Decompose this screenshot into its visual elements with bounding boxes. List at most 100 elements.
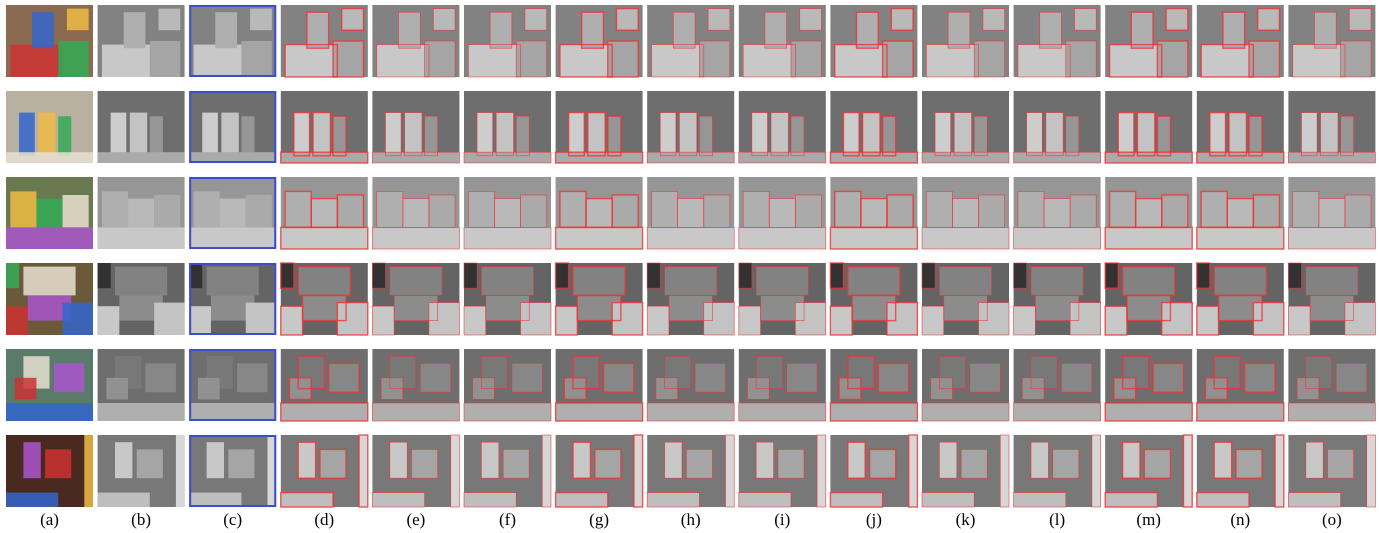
- depth-object: [1092, 435, 1101, 507]
- depth-object: [843, 113, 859, 156]
- depth-object: [1184, 435, 1193, 507]
- depth-object: [1249, 116, 1262, 156]
- depth-object: [926, 45, 978, 77]
- image-cell: [1014, 435, 1101, 507]
- depth-object: [979, 303, 1009, 335]
- image-cell: [739, 5, 826, 77]
- depth-object: [679, 113, 696, 156]
- depth-object: [1157, 116, 1170, 156]
- depth-object: [150, 116, 163, 156]
- depth-object: [1031, 267, 1083, 296]
- depth-object: [939, 267, 991, 296]
- depth-object: [1131, 12, 1153, 48]
- image-cell: [1197, 435, 1284, 507]
- depth-object: [665, 442, 682, 478]
- image-cell: [922, 349, 1009, 421]
- depth-object: [221, 113, 238, 156]
- depth-object: [521, 303, 551, 335]
- depth-object: [1014, 227, 1101, 249]
- image-cell: [98, 5, 185, 77]
- depth-object: [128, 199, 154, 228]
- depth-object: [516, 116, 529, 156]
- photo-object: [54, 363, 84, 392]
- depth-object: [1053, 449, 1079, 478]
- depth-object: [1321, 113, 1338, 156]
- image-cell: [98, 349, 185, 421]
- depth-object: [106, 378, 128, 400]
- image-cell: [1288, 435, 1375, 507]
- column-label: (m): [1136, 510, 1161, 529]
- depth-object: [429, 195, 455, 227]
- depth-object: [115, 267, 167, 296]
- depth-object: [870, 449, 896, 478]
- depth-object: [1223, 12, 1245, 48]
- depth-object: [556, 227, 643, 249]
- image-cell: [1288, 349, 1375, 421]
- image-cell: [647, 263, 734, 335]
- depth-object: [769, 199, 795, 228]
- photo-object: [67, 9, 89, 31]
- depth-object: [1345, 303, 1375, 335]
- photo-object: [38, 113, 55, 156]
- depth-object: [1288, 493, 1340, 507]
- depth-object: [1236, 449, 1262, 478]
- depth-object: [159, 9, 181, 31]
- image-cell: [922, 5, 1009, 77]
- depth-object: [922, 493, 974, 507]
- depth-object: [377, 191, 403, 227]
- image-cell: [1197, 349, 1284, 421]
- depth-object: [678, 199, 704, 228]
- depth-object: [1306, 267, 1358, 296]
- image-cell: [556, 435, 643, 507]
- image-cell: [830, 435, 917, 507]
- image-cell: [98, 177, 185, 249]
- image-cell: [647, 91, 734, 163]
- depth-object: [215, 12, 237, 48]
- depth-object: [878, 363, 908, 392]
- depth-object: [405, 113, 422, 156]
- depth-object: [739, 493, 791, 507]
- image-cell: [189, 349, 276, 421]
- depth-object: [1201, 191, 1227, 227]
- column-label: (d): [314, 510, 334, 529]
- depth-object: [756, 442, 773, 478]
- image-cell: [98, 435, 185, 507]
- image-cell: [556, 5, 643, 77]
- image-cell: [98, 263, 185, 335]
- depth-object: [1046, 113, 1063, 156]
- depth-object: [1110, 191, 1136, 227]
- depth-object: [412, 449, 438, 478]
- depth-object: [1105, 227, 1192, 249]
- depth-object: [1137, 113, 1154, 156]
- depth-object: [1105, 263, 1118, 288]
- depth-object: [320, 449, 346, 478]
- depth-object: [281, 403, 368, 421]
- depth-object: [665, 267, 717, 296]
- photo-object: [58, 41, 88, 77]
- depth-object: [961, 449, 987, 478]
- photo-object: [63, 195, 89, 227]
- depth-object: [612, 195, 638, 227]
- photo-object: [23, 267, 75, 296]
- image-cell: [189, 263, 276, 335]
- depth-object: [1245, 363, 1275, 392]
- image-cell: [1105, 91, 1192, 163]
- depth-object: [974, 116, 987, 156]
- depth-object: [1301, 113, 1317, 156]
- image-cell: [464, 177, 551, 249]
- image-cell: [922, 177, 1009, 249]
- depth-object: [1197, 306, 1219, 335]
- depth-object: [1014, 306, 1036, 335]
- depth-object: [228, 449, 254, 478]
- depth-object: [307, 12, 329, 48]
- depth-object: [1027, 113, 1043, 156]
- image-cell: [556, 91, 643, 163]
- depth-object: [425, 116, 438, 156]
- image-cell: [1105, 349, 1192, 421]
- depth-object: [1229, 113, 1246, 156]
- depth-object: [922, 227, 1009, 249]
- image-cell: [1014, 5, 1101, 77]
- image-cell: [98, 91, 185, 163]
- depth-object: [241, 41, 271, 77]
- column-label: (c): [223, 510, 242, 529]
